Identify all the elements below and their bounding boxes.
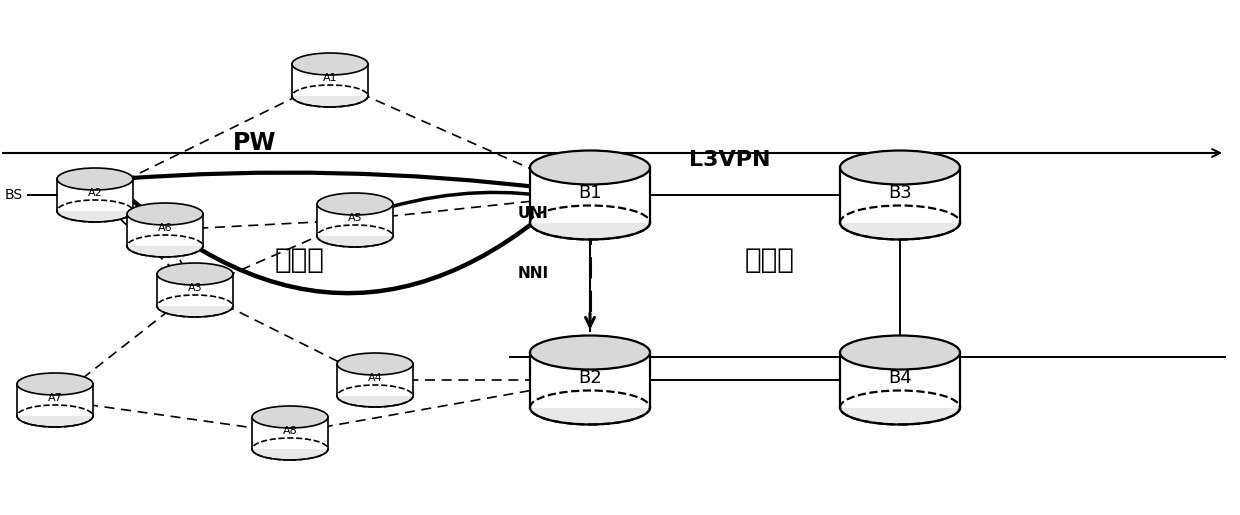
Ellipse shape [529, 150, 650, 184]
Text: A7: A7 [47, 393, 62, 403]
Ellipse shape [17, 405, 93, 427]
Ellipse shape [317, 193, 393, 215]
Ellipse shape [529, 335, 650, 369]
Ellipse shape [252, 406, 329, 428]
Ellipse shape [57, 200, 133, 222]
Ellipse shape [337, 385, 413, 407]
Ellipse shape [291, 53, 368, 75]
Ellipse shape [126, 203, 203, 225]
Bar [57, 179, 133, 211]
Bar [126, 214, 203, 246]
Text: A6: A6 [157, 223, 172, 233]
Text: 用户侧: 用户侧 [275, 246, 325, 274]
Text: B1: B1 [578, 184, 601, 202]
Ellipse shape [291, 85, 368, 107]
Ellipse shape [839, 150, 960, 184]
Text: A8: A8 [283, 426, 298, 436]
Bar [317, 204, 393, 236]
Ellipse shape [317, 225, 393, 247]
Ellipse shape [337, 353, 413, 375]
Text: PW: PW [233, 131, 277, 155]
Text: A2: A2 [88, 188, 103, 198]
Ellipse shape [157, 263, 233, 285]
Ellipse shape [839, 205, 960, 239]
Ellipse shape [839, 335, 960, 369]
Text: BS: BS [5, 188, 24, 202]
Ellipse shape [57, 168, 133, 190]
Ellipse shape [126, 235, 203, 257]
Bar [337, 364, 413, 396]
Ellipse shape [839, 390, 960, 424]
Text: A1: A1 [322, 73, 337, 83]
Text: B3: B3 [888, 184, 911, 202]
Text: B4: B4 [888, 369, 911, 387]
Bar [839, 352, 960, 407]
Bar [839, 167, 960, 222]
Bar [529, 352, 650, 407]
Bar [252, 417, 329, 449]
Text: A3: A3 [187, 283, 202, 293]
Text: 网络侧: 网络侧 [745, 246, 795, 274]
Ellipse shape [529, 390, 650, 424]
Ellipse shape [252, 438, 329, 460]
Ellipse shape [529, 205, 650, 239]
Text: UNI: UNI [518, 205, 549, 220]
Text: L3VPN: L3VPN [689, 150, 771, 170]
Bar [17, 384, 93, 416]
Text: B2: B2 [578, 369, 601, 387]
Text: A4: A4 [367, 373, 382, 383]
Bar [157, 274, 233, 306]
Text: A5: A5 [347, 213, 362, 223]
Bar [291, 64, 368, 96]
Ellipse shape [157, 295, 233, 317]
Bar [529, 167, 650, 222]
Ellipse shape [17, 373, 93, 395]
Text: NNI: NNI [518, 266, 549, 281]
